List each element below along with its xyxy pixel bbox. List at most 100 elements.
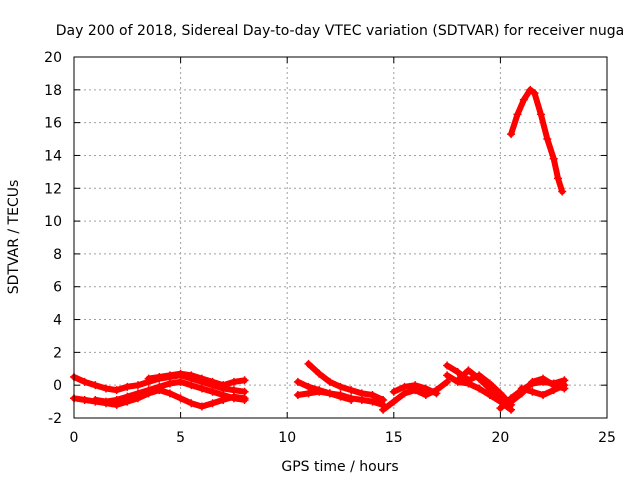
data-point bbox=[229, 394, 238, 403]
data-point bbox=[293, 391, 302, 400]
y-tick-label: -2 bbox=[48, 411, 62, 427]
data-point bbox=[133, 389, 142, 398]
data-point bbox=[336, 382, 345, 391]
points-layer bbox=[70, 85, 569, 414]
data-point bbox=[176, 377, 185, 386]
data-point bbox=[485, 384, 494, 393]
data-point bbox=[315, 386, 324, 395]
data-point bbox=[453, 376, 462, 385]
data-point bbox=[219, 381, 228, 390]
data-point bbox=[496, 394, 505, 403]
data-point bbox=[240, 376, 249, 385]
ticks-layer: 0 5 10 15 20 25 -2 0 2 4 6 8 10 12 14 16 18 20 bbox=[44, 50, 616, 446]
series-track-o bbox=[517, 381, 569, 400]
data-point bbox=[176, 369, 185, 378]
y-tick-label: 6 bbox=[53, 280, 62, 296]
data-point bbox=[379, 395, 388, 404]
x-tick-label: 10 bbox=[278, 430, 296, 446]
y-tick-label: 0 bbox=[53, 378, 62, 394]
data-point bbox=[133, 381, 142, 390]
series-track-g bbox=[293, 377, 356, 404]
data-point bbox=[464, 379, 473, 388]
y-tick-label: 18 bbox=[44, 83, 62, 99]
data-point bbox=[453, 368, 462, 377]
data-point bbox=[197, 384, 206, 393]
x-tick-label: 20 bbox=[491, 430, 509, 446]
data-point bbox=[496, 404, 505, 413]
data-point bbox=[539, 391, 548, 400]
data-point bbox=[379, 405, 388, 414]
data-point bbox=[208, 377, 217, 386]
series-track-f bbox=[304, 359, 388, 404]
data-point bbox=[400, 382, 409, 391]
data-point bbox=[91, 381, 100, 390]
data-point bbox=[507, 405, 516, 414]
series-track-c bbox=[91, 377, 249, 406]
data-point bbox=[539, 374, 548, 383]
data-point bbox=[304, 359, 313, 368]
y-tick-label: 12 bbox=[44, 181, 62, 197]
data-point bbox=[517, 384, 526, 393]
data-point bbox=[325, 389, 334, 398]
series-track-p bbox=[507, 85, 567, 196]
data-point bbox=[144, 386, 153, 395]
data-point bbox=[519, 95, 528, 104]
data-point bbox=[123, 382, 132, 391]
data-point bbox=[112, 395, 121, 404]
data-point bbox=[208, 387, 217, 396]
data-point bbox=[197, 402, 206, 411]
data-point bbox=[304, 382, 313, 391]
grid-layer bbox=[74, 57, 607, 418]
data-point bbox=[513, 110, 522, 119]
data-point bbox=[208, 399, 217, 408]
x-tick-label: 25 bbox=[598, 430, 616, 446]
data-point bbox=[475, 384, 484, 393]
data-point bbox=[165, 371, 174, 380]
data-point bbox=[558, 187, 567, 196]
data-point bbox=[293, 377, 302, 386]
x-axis-title: GPS time / hours bbox=[281, 459, 398, 475]
data-point bbox=[347, 386, 356, 395]
data-point bbox=[219, 391, 228, 400]
x-tick-label: 15 bbox=[385, 430, 403, 446]
data-point bbox=[543, 135, 552, 144]
series-track-l bbox=[453, 366, 505, 403]
y-axis-title: SDTVAR / TECUs bbox=[6, 180, 22, 295]
data-point bbox=[155, 382, 164, 391]
series-line bbox=[145, 370, 248, 389]
series-track-d bbox=[144, 369, 249, 390]
data-point bbox=[187, 399, 196, 408]
data-point bbox=[101, 384, 110, 393]
data-point bbox=[165, 389, 174, 398]
data-point bbox=[507, 130, 516, 139]
data-point bbox=[411, 381, 420, 390]
y-tick-label: 4 bbox=[53, 313, 62, 329]
data-point bbox=[475, 374, 484, 383]
y-tick-label: 20 bbox=[44, 50, 62, 66]
y-tick-label: 2 bbox=[53, 345, 62, 361]
data-point bbox=[389, 397, 398, 406]
data-point bbox=[549, 154, 558, 163]
data-point bbox=[549, 386, 558, 395]
data-point bbox=[176, 394, 185, 403]
data-point bbox=[91, 395, 100, 404]
data-point bbox=[155, 372, 164, 381]
data-point bbox=[443, 361, 452, 370]
y-tick-label: 16 bbox=[44, 116, 62, 132]
data-point bbox=[357, 389, 366, 398]
series-line bbox=[508, 86, 566, 195]
data-point bbox=[432, 389, 441, 398]
data-point bbox=[421, 384, 430, 393]
data-point bbox=[229, 377, 238, 386]
data-point bbox=[528, 387, 537, 396]
data-point bbox=[368, 391, 377, 400]
data-point bbox=[507, 397, 516, 406]
series-track-i bbox=[389, 381, 441, 398]
data-point bbox=[530, 89, 539, 98]
data-point bbox=[553, 174, 562, 183]
y-tick-label: 14 bbox=[44, 148, 62, 164]
y-tick-label: 10 bbox=[44, 214, 62, 230]
plot-border bbox=[73, 56, 608, 419]
data-point bbox=[325, 377, 334, 386]
